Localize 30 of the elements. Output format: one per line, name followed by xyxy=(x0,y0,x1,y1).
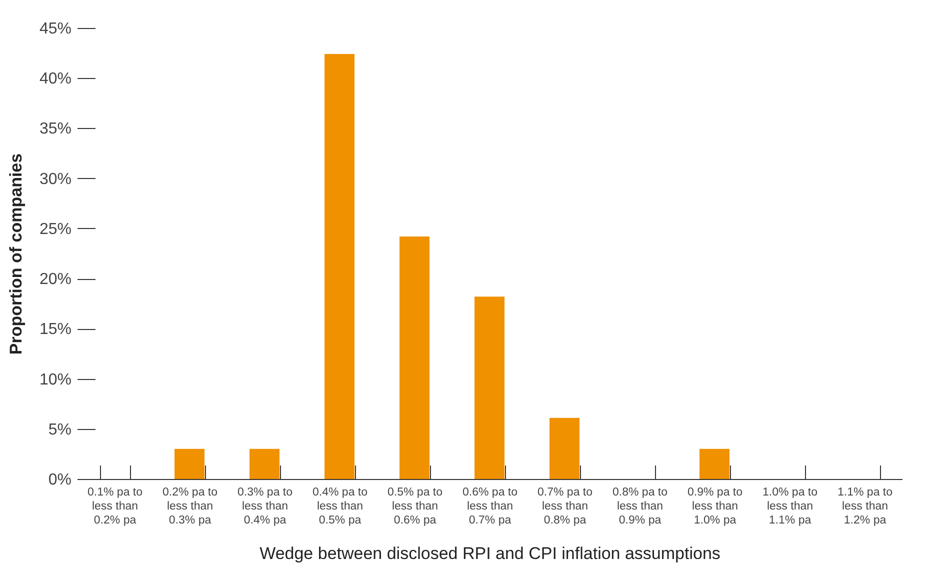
y-tick-label: 15% xyxy=(39,321,72,338)
x-tick-label: 0.7% pa to less than 0.8% pa xyxy=(538,486,592,526)
x-tick-label: 0.5% pa to less than 0.6% pa xyxy=(388,486,442,526)
x-tick-label: 0.8% pa to less than 0.9% pa xyxy=(612,486,668,526)
bar xyxy=(324,54,354,479)
x-tick-label: 0.3% pa to less than 0.4% pa xyxy=(238,486,292,526)
x-axis-title: Wedge between disclosed RPI and CPI inflation assumptions xyxy=(260,544,720,563)
y-tick-label: 30% xyxy=(39,170,72,188)
y-axis-title: Proportion of companies xyxy=(6,153,26,355)
bar xyxy=(400,236,430,479)
bar xyxy=(550,418,580,479)
bar xyxy=(700,448,730,479)
y-tick-label: 10% xyxy=(39,371,72,388)
x-tick-label: 0.2% pa to less than 0.3% pa xyxy=(162,486,218,526)
x-tick-label: 0.1% pa to less than 0.2% pa xyxy=(88,486,142,526)
x-tick-label: 1.1% pa to less than 1.2% pa xyxy=(838,486,892,526)
x-tick-label: 0.4% pa to less than 0.5% pa xyxy=(312,486,368,526)
y-tick-label: 20% xyxy=(39,271,72,288)
bar xyxy=(474,296,504,479)
y-tick-label: 5% xyxy=(48,421,72,438)
bar xyxy=(250,448,280,479)
x-tick-label: 0.9% pa to less than 1.0% pa xyxy=(688,486,742,526)
y-tick-label: 25% xyxy=(39,220,72,238)
y-tick-label: 45% xyxy=(39,20,72,38)
x-tick-label: 0.6% pa to less than 0.7% pa xyxy=(462,486,518,526)
y-tick-label: 0% xyxy=(48,472,72,488)
y-tick-label: 40% xyxy=(39,70,72,88)
x-tick-label: 1.0% pa to less than 1.1% pa xyxy=(762,486,818,526)
y-tick-label: 35% xyxy=(39,120,72,138)
bar xyxy=(174,448,204,479)
